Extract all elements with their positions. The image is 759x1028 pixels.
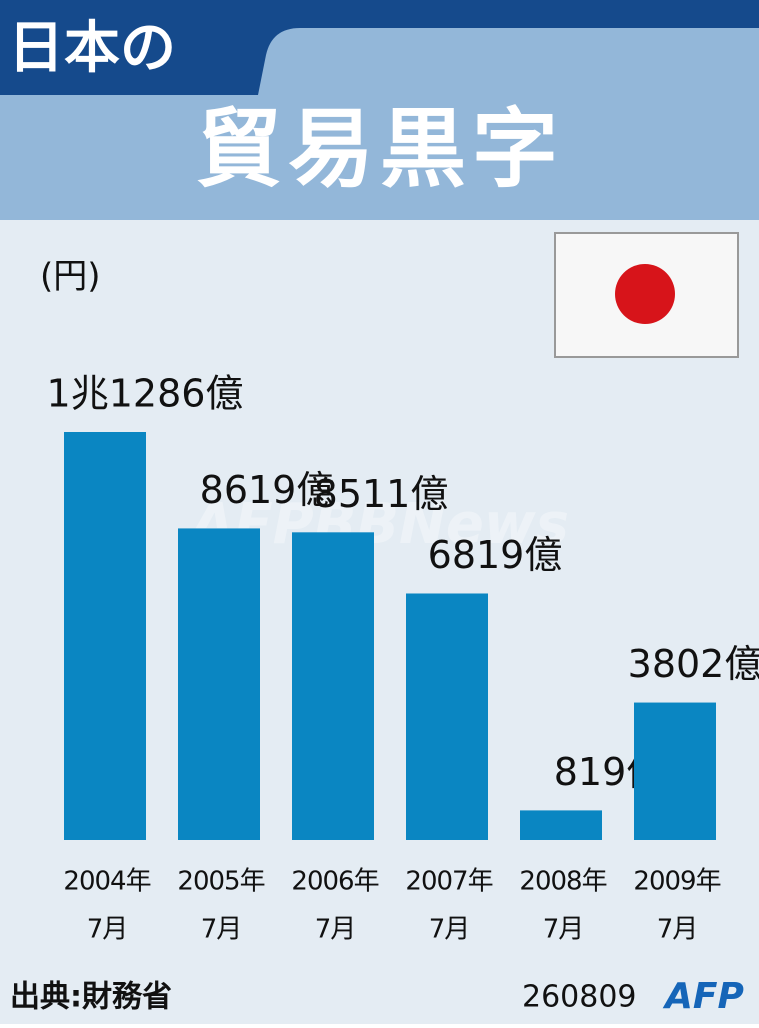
unit-label: (円) — [40, 257, 101, 297]
code: 260809 — [522, 980, 637, 1015]
x-tick-label: 2005年 — [177, 867, 264, 897]
bar — [178, 528, 260, 840]
flag — [554, 232, 739, 358]
bar — [634, 702, 716, 840]
value-label: 8511億 — [314, 472, 449, 516]
x-tick-label: 2008年 — [519, 867, 606, 897]
x-tick-label: 7月 — [657, 915, 698, 945]
x-tick-label: 7月 — [429, 915, 470, 945]
value-label: 6819億 — [428, 533, 563, 577]
source: 出典:財務省 — [10, 980, 172, 1015]
x-tick-label: 2009年 — [633, 867, 720, 897]
value-label: 3802億 — [628, 642, 759, 686]
value-label: 8619億 — [200, 468, 335, 512]
x-tick-label: 7月 — [315, 915, 356, 945]
x-tick-label: 2007年 — [405, 867, 492, 897]
x-tick-label: 2006年 — [291, 867, 378, 897]
bar — [64, 432, 146, 840]
bar — [520, 810, 602, 840]
bar — [292, 532, 374, 840]
header-subtitle: 貿易黒字 — [196, 99, 564, 199]
logo: AFP — [662, 976, 744, 1017]
x-tick-label: 7月 — [87, 915, 128, 945]
header-tab — [0, 0, 759, 95]
x-tick-label: 7月 — [543, 915, 584, 945]
x-tick-label: 7月 — [201, 915, 242, 945]
value-label: 1兆1286億 — [47, 372, 244, 416]
flag-sun — [615, 264, 675, 324]
header-title: 日本の — [8, 16, 176, 81]
bar — [406, 593, 488, 840]
x-tick-label: 2004年 — [63, 867, 150, 897]
